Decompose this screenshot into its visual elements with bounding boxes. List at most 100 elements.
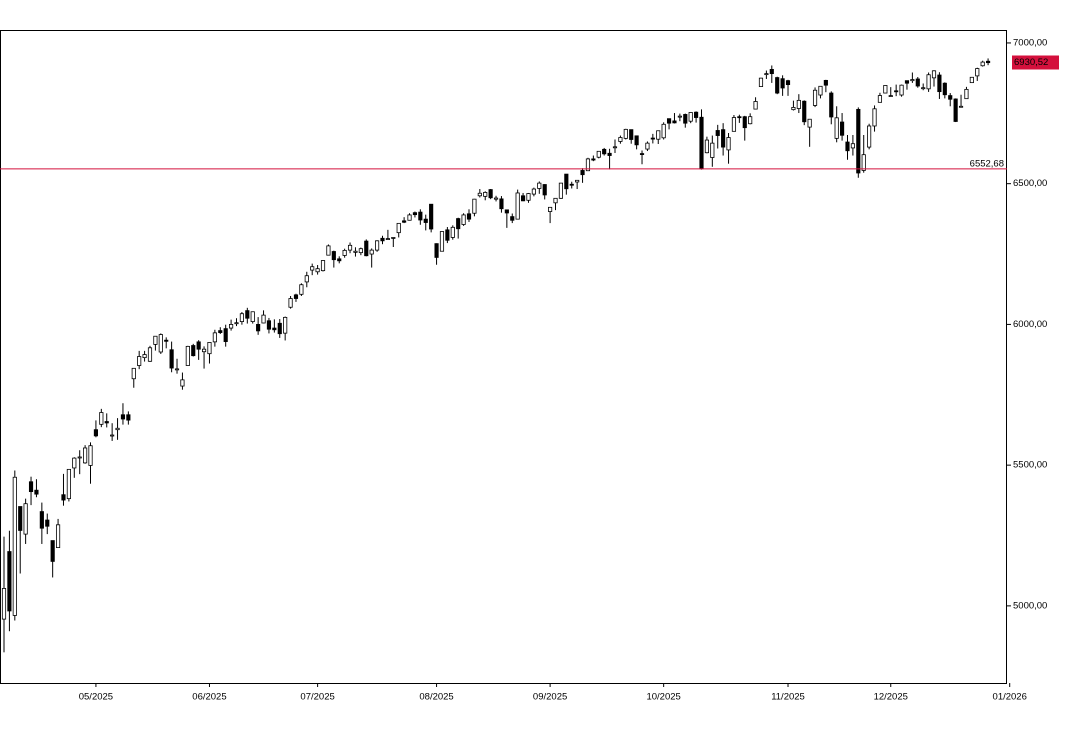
candle-body [174,368,180,371]
candle-body [83,447,88,464]
candle-body [791,107,796,111]
candle-body [948,95,953,100]
candle-body [429,203,434,230]
candle-body [358,248,363,254]
candle-body [975,68,980,77]
candle-body [364,240,369,257]
candle-body [256,324,261,332]
candle-body [369,249,374,255]
candle-body [196,341,201,350]
candle-body [802,100,807,123]
candle-body [126,414,131,421]
x-tick-label: 05/2025 [79,692,113,703]
candle-body [18,506,23,531]
candle-body [764,73,769,76]
candle-body [915,78,920,87]
candle-body [234,322,239,325]
candle-body [937,74,942,93]
candle-body [575,179,580,183]
candle-body [742,116,747,129]
candle-body [483,192,488,197]
candle-body [7,551,12,612]
candle-body [488,189,493,199]
candle-body [677,115,682,118]
candle-body [266,320,272,330]
candle-body [310,266,315,271]
candle-body [710,142,715,158]
candle-body [564,173,569,190]
x-tick-label: 08/2025 [419,692,453,703]
candle-body [93,429,98,437]
candle-body [229,324,234,329]
y-tick-label: 5500,00 [1013,460,1047,471]
candle-body [942,82,947,96]
candle-body [169,349,174,369]
candle-body [883,85,888,94]
candle-body [283,316,288,334]
candle-body [115,427,120,431]
candle-body [423,218,428,223]
candle-body [185,345,190,366]
candle-body [212,332,217,343]
candle-body [531,188,536,195]
candle-body [380,237,385,242]
candle-body [629,129,634,140]
candle-body [607,152,612,156]
candle-body [780,78,785,89]
candle-body [715,130,720,136]
candle-body [180,379,185,387]
candle-body [299,284,304,295]
x-tick-label: 10/2025 [646,692,680,703]
candle-body [894,90,899,93]
candle-body [277,322,282,335]
candle-body [391,237,396,239]
candle-body [439,231,445,252]
candle-body [223,328,228,342]
candle-body [666,118,672,124]
candle-body [818,85,823,96]
candle-body [591,158,596,161]
x-tick-label: 01/2026 [993,692,1027,703]
candle-body [142,354,147,359]
candle-body [272,327,277,331]
candle-body [558,182,563,199]
candle-body [347,244,353,251]
candle-body [407,214,412,221]
candle-body [931,70,937,79]
candle-body [639,153,645,155]
candle-body [55,524,61,549]
candle-body [856,108,861,174]
candle-body [596,150,601,158]
candle-body [504,209,509,214]
candle-body [147,347,153,362]
candle-body [218,330,223,333]
candle-body [12,476,17,616]
candle-body [634,135,639,146]
candle-body [153,335,158,345]
candle-body [688,112,693,122]
candle-body [602,148,607,155]
candle-body [499,198,504,210]
candle-body [553,197,558,204]
candle-body [120,414,126,420]
candle-body [758,77,764,87]
candle-body [39,511,44,529]
candle-body [50,540,55,562]
y-tick-label: 5000,00 [1013,600,1047,611]
candle-body [250,311,255,322]
candle-body [1,588,7,620]
candle-body [385,238,390,240]
candle-body [99,412,104,425]
candle-body [737,116,742,119]
candle-body [450,226,455,238]
candle-body [980,61,985,67]
candle-body [921,87,926,90]
candle-body [510,216,515,221]
last-price-label: 6930,52 [1014,57,1048,68]
candle-body [834,117,839,139]
x-tick-label: 11/2025 [771,692,805,703]
candle-body [164,339,169,342]
candle-body [910,79,915,82]
candle-body [867,125,872,148]
